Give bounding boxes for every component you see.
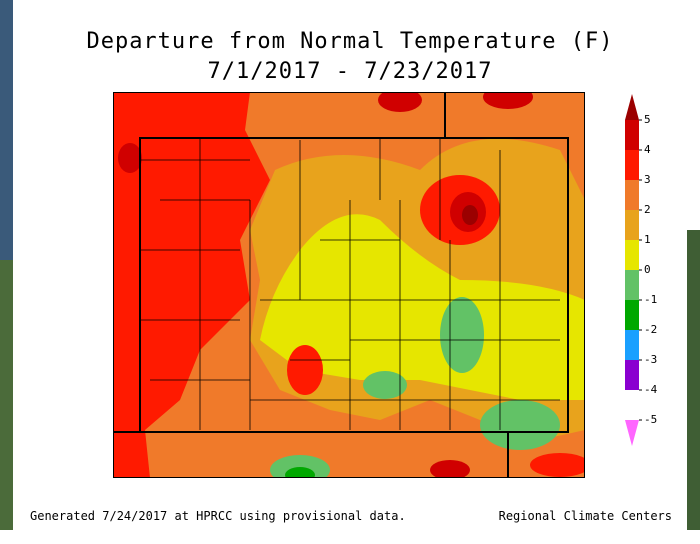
title: Departure from Normal Temperature (F)	[86, 29, 613, 54]
color-legend: 5 4 3 2 1 0 -1 -2 -3 -4 -5	[625, 94, 658, 446]
subtitle: 7/1/2017 - 7/23/2017	[208, 59, 493, 84]
legend-swatch	[625, 420, 639, 446]
legend-label: -2	[644, 323, 657, 336]
footer-right: Regional Climate Centers	[499, 509, 672, 523]
legend-label: 4	[644, 143, 651, 156]
legend-swatch	[625, 120, 639, 150]
legend-swatch	[625, 150, 639, 180]
legend-label: -3	[644, 353, 657, 366]
legend-swatch	[625, 240, 639, 270]
legend-swatch	[625, 300, 639, 330]
legend-label: -1	[644, 293, 657, 306]
footer-left: Generated 7/24/2017 at HPRCC using provi…	[30, 509, 406, 523]
legend-label: 5	[644, 113, 651, 126]
legend-swatch	[625, 180, 639, 210]
map	[113, 92, 585, 478]
legend-swatch	[625, 94, 639, 120]
legend-label: 2	[644, 203, 651, 216]
legend-swatch	[625, 210, 639, 240]
background-strip	[687, 230, 700, 530]
legend-label: 0	[644, 263, 651, 276]
legend-label: 3	[644, 173, 651, 186]
legend-swatch	[625, 270, 639, 300]
legend-swatch	[625, 330, 639, 360]
legend-label: -5	[644, 413, 657, 426]
background-strip	[0, 260, 13, 530]
legend-label: 1	[644, 233, 651, 246]
legend-label: -4	[644, 383, 658, 396]
legend-swatch	[625, 360, 639, 390]
